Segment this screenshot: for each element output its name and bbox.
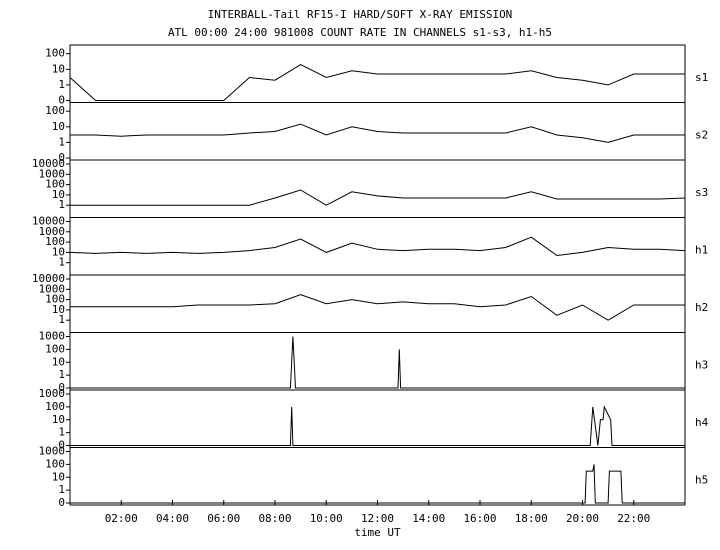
data-line: [69, 64, 685, 101]
y-tick-label: 0: [58, 151, 65, 164]
y-tick-label: 1: [58, 198, 65, 211]
y-tick-label: 0: [58, 439, 65, 452]
y-tick-label: 100: [45, 104, 65, 117]
x-tick-label: 14:00: [412, 512, 445, 525]
y-tick-label: 0: [58, 94, 65, 107]
y-tick-label: 0: [58, 381, 65, 394]
y-tick-label: 1: [58, 483, 65, 496]
y-tick-label: 10: [52, 470, 65, 483]
x-tick-label: 02:00: [105, 512, 138, 525]
data-line: [70, 405, 685, 446]
y-tick-label: 10000: [32, 215, 65, 228]
y-tick-label: 10: [52, 120, 65, 133]
x-tick-label: 16:00: [463, 512, 496, 525]
y-tick-label: 10: [52, 245, 65, 258]
chart-subtitle: ATL 00:00 24:00 981008 COUNT RATE IN CHA…: [168, 26, 552, 39]
y-tick-label: 100: [45, 47, 65, 60]
legend-label: s3: [695, 186, 708, 199]
y-tick-label: 1: [58, 78, 65, 91]
y-tick-label: 1000: [39, 445, 66, 458]
x-axis-label: time UT: [354, 526, 401, 539]
y-tick-label: 10: [52, 355, 65, 368]
legend-label: h1: [695, 243, 708, 256]
data-line: [70, 189, 686, 206]
x-tick-label: 04:00: [156, 512, 189, 525]
y-tick-label: 1: [58, 135, 65, 148]
chart-title: INTERBALL-Tail RF15-I HARD/SOFT X-RAY EM…: [208, 8, 513, 21]
y-tick-label: 1: [58, 256, 65, 269]
data-line: [70, 123, 685, 143]
y-tick-label: 100: [45, 293, 65, 306]
y-tick-label: 100: [45, 400, 65, 413]
x-tick-label: 12:00: [361, 512, 394, 525]
legend-label: h4: [695, 416, 709, 429]
x-tick-label: 08:00: [258, 512, 291, 525]
y-tick-label: 1000: [39, 330, 66, 343]
data-line: [70, 336, 685, 389]
x-tick-label: 10:00: [310, 512, 343, 525]
y-tick-label: 1: [58, 368, 65, 381]
y-tick-label: 1000: [39, 167, 66, 180]
data-line: [70, 464, 685, 504]
legend-label: h5: [695, 473, 708, 486]
legend-label: s1: [695, 71, 708, 84]
legend-label: s2: [695, 128, 708, 141]
y-tick-label: 1000: [39, 387, 66, 400]
y-tick-label: 1000: [39, 225, 66, 238]
y-tick-label: 100: [45, 178, 65, 191]
x-tick-label: 20:00: [566, 512, 599, 525]
data-line: [69, 236, 686, 257]
y-tick-label: 0: [58, 496, 65, 509]
legend-label: h2: [695, 301, 708, 314]
y-tick-label: 10000: [32, 157, 65, 170]
y-tick-label: 100: [45, 342, 65, 355]
y-tick-label: 1: [58, 426, 65, 439]
data-line: [70, 294, 685, 321]
y-tick-label: 10: [52, 62, 65, 75]
y-tick-label: 1000: [39, 282, 66, 295]
y-tick-label: 10: [52, 413, 65, 426]
y-tick-label: 100: [45, 235, 65, 248]
x-tick-label: 06:00: [207, 512, 240, 525]
x-tick-label: 18:00: [515, 512, 548, 525]
y-tick-label: 1: [58, 313, 65, 326]
y-tick-label: 10000: [32, 272, 65, 285]
y-tick-label: 100: [45, 457, 65, 470]
y-tick-label: 10: [52, 188, 65, 201]
legend-label: h3: [695, 358, 708, 371]
y-tick-label: 10: [52, 303, 65, 316]
x-tick-label: 22:00: [617, 512, 650, 525]
